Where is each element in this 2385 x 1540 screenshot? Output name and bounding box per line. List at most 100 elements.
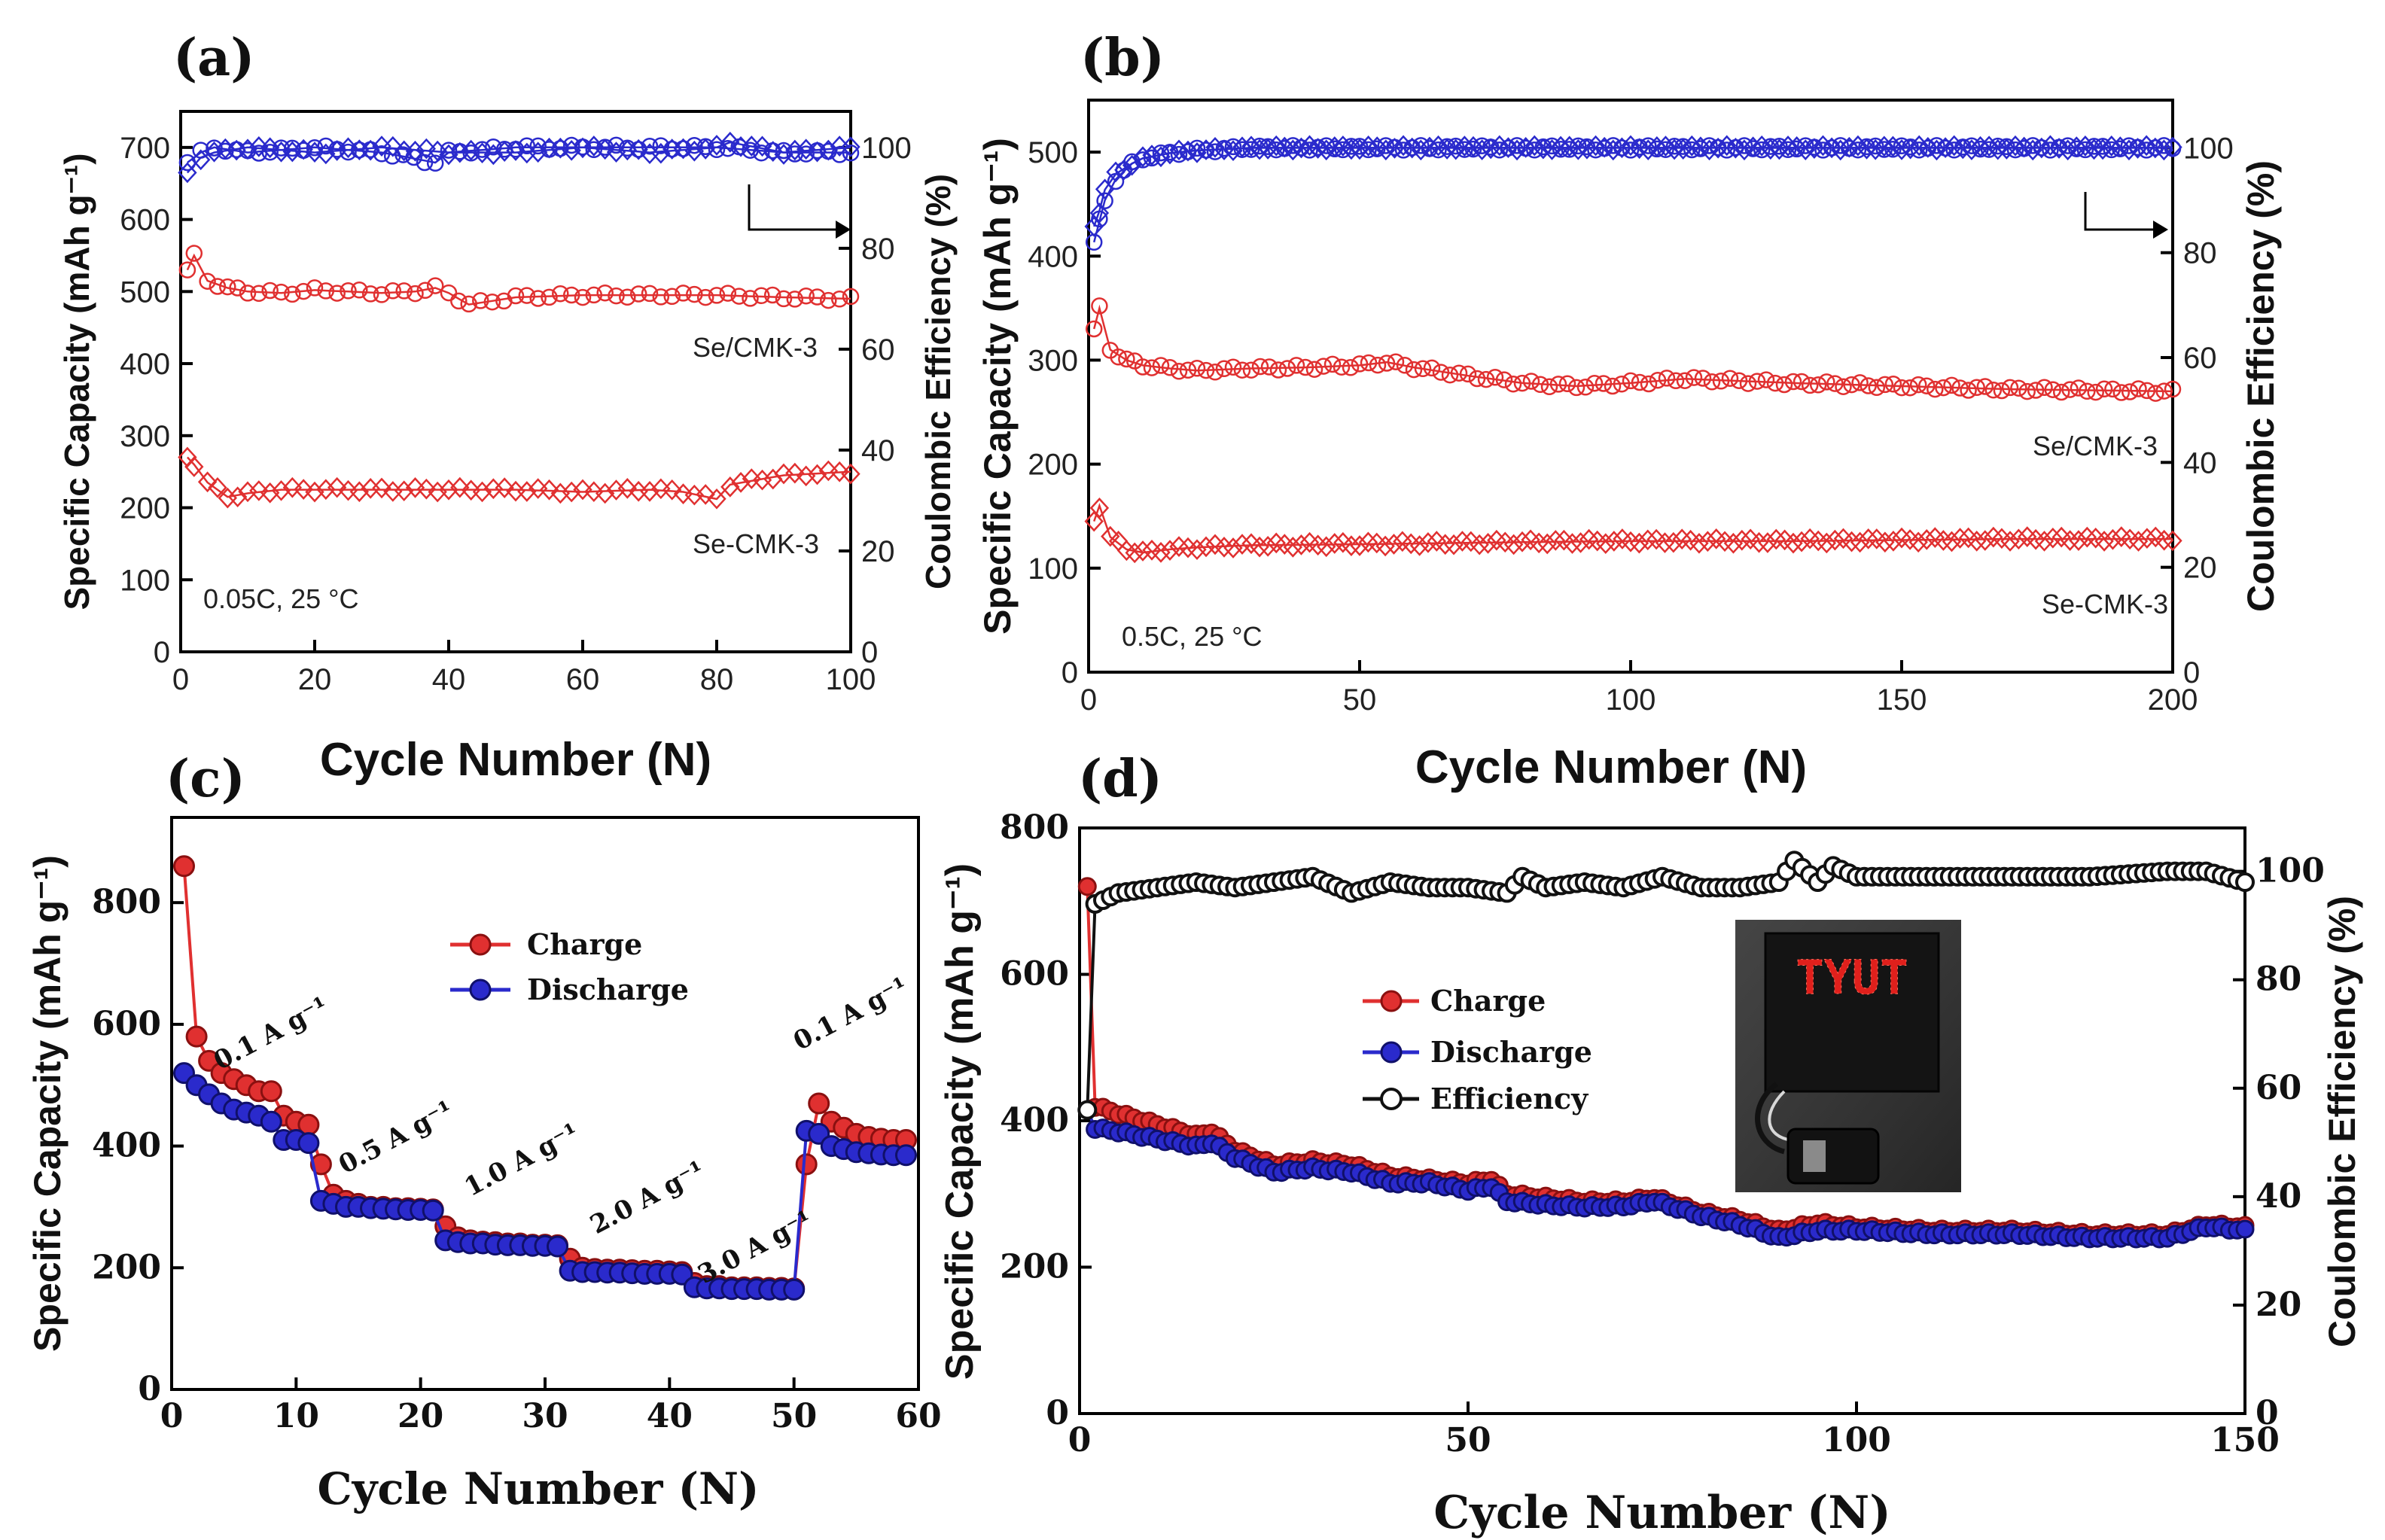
data-point <box>1084 216 1104 237</box>
panel-a-arrow <box>748 184 836 231</box>
data-point <box>2104 380 2122 398</box>
panel-d-x-title: Cycle Number (N) <box>1433 1487 1890 1539</box>
data-point <box>595 138 615 160</box>
panel-c-x-title: Cycle Number (N) <box>318 1463 760 1514</box>
y2-tick-label: 40 <box>2256 1177 2301 1216</box>
data-point <box>1685 369 1703 386</box>
data-point <box>1875 135 1894 157</box>
data-point <box>1771 138 1788 155</box>
data-point <box>574 288 592 306</box>
data-point <box>2034 531 2055 552</box>
data-point <box>260 1080 282 1103</box>
data-point <box>652 288 670 306</box>
data-point <box>2103 141 2120 159</box>
x-tick-label: 100 <box>1822 1421 1891 1459</box>
data-point <box>2164 380 2182 398</box>
data-point <box>1975 530 1995 551</box>
panel-d-label: (d) <box>1078 749 1162 809</box>
data-point <box>483 293 501 311</box>
data-point <box>2155 137 2173 154</box>
data-point <box>1486 369 1504 386</box>
data-point <box>1805 138 1824 160</box>
data-point <box>1151 542 1171 563</box>
data-point <box>2084 138 2104 160</box>
data-point <box>1884 376 1902 393</box>
data-point <box>573 479 592 501</box>
data-point <box>696 288 714 306</box>
data-point <box>1850 531 1870 553</box>
y2-tick-label: 20 <box>2183 552 2217 585</box>
data-point <box>1470 534 1489 555</box>
y-tick-label: 0 <box>154 636 170 669</box>
data-point <box>774 463 793 485</box>
data-point <box>197 471 218 493</box>
y2-tick-label: 60 <box>861 333 895 367</box>
panel-c-marks <box>173 855 917 1301</box>
data-point <box>1287 357 1305 374</box>
data-point <box>2094 531 2114 552</box>
data-point <box>416 138 437 160</box>
data-point <box>1513 374 1531 392</box>
data-point <box>1604 531 1624 552</box>
data-point <box>316 143 336 165</box>
data-point <box>2102 135 2122 157</box>
data-point <box>1775 376 1793 394</box>
data-point <box>2112 384 2131 401</box>
data-point <box>1215 360 1233 378</box>
data-point <box>1152 357 1170 374</box>
data-point <box>1909 376 1927 394</box>
data-point <box>1342 138 1361 160</box>
y2-tick-label: 60 <box>2256 1069 2301 1107</box>
series-charge <box>1077 877 2255 1245</box>
data-point <box>529 137 547 155</box>
x-tick-label: 0 <box>160 1397 184 1435</box>
panel-b-condition: 0.5C, 25 °C <box>1122 621 1263 652</box>
data-point <box>1935 379 1952 397</box>
data-point <box>730 288 748 305</box>
data-point <box>185 1025 208 1048</box>
data-point <box>1622 372 1640 390</box>
data-point <box>1910 142 1928 159</box>
data-point <box>373 286 391 303</box>
data-point <box>1085 320 1103 338</box>
data-point <box>528 478 548 499</box>
panel-a-marks <box>178 132 860 510</box>
data-point <box>807 141 827 163</box>
y-tick-label: 500 <box>1028 136 1078 169</box>
data-point <box>327 476 347 498</box>
y2-tick-label: 100 <box>2256 852 2325 890</box>
data-point <box>1360 141 1377 159</box>
data-point <box>2112 526 2131 547</box>
data-point <box>1638 139 1658 160</box>
data-point <box>361 139 380 161</box>
data-point <box>608 287 625 305</box>
x-tick-label: 0 <box>1068 1421 1092 1459</box>
data-point <box>1299 531 1320 553</box>
data-point <box>1351 355 1369 373</box>
data-point <box>1160 540 1180 561</box>
data-point <box>763 141 783 162</box>
data-point <box>673 138 693 160</box>
data-point <box>1196 139 1216 160</box>
data-point <box>1766 374 1784 392</box>
panel-b-label-se-cmk3-slash: Se/CMK-3 <box>2033 431 2158 461</box>
data-point <box>1927 380 1944 398</box>
data-point <box>1835 378 1852 395</box>
data-point <box>1933 530 1954 551</box>
data-point <box>1477 370 1495 388</box>
data-point <box>305 142 324 163</box>
data-point <box>1753 141 1771 159</box>
data-point <box>1917 529 1936 550</box>
data-point <box>1875 531 1895 553</box>
data-point <box>1570 532 1591 553</box>
data-point <box>2137 142 2155 159</box>
data-point <box>841 463 860 485</box>
data-point <box>1223 140 1243 162</box>
data-point <box>2163 530 2182 552</box>
data-point <box>1942 531 1962 552</box>
data-point <box>1989 137 2006 155</box>
data-point <box>1673 138 1693 160</box>
data-point <box>1743 136 1763 158</box>
data-point <box>629 285 647 303</box>
data-point <box>1997 138 2017 160</box>
